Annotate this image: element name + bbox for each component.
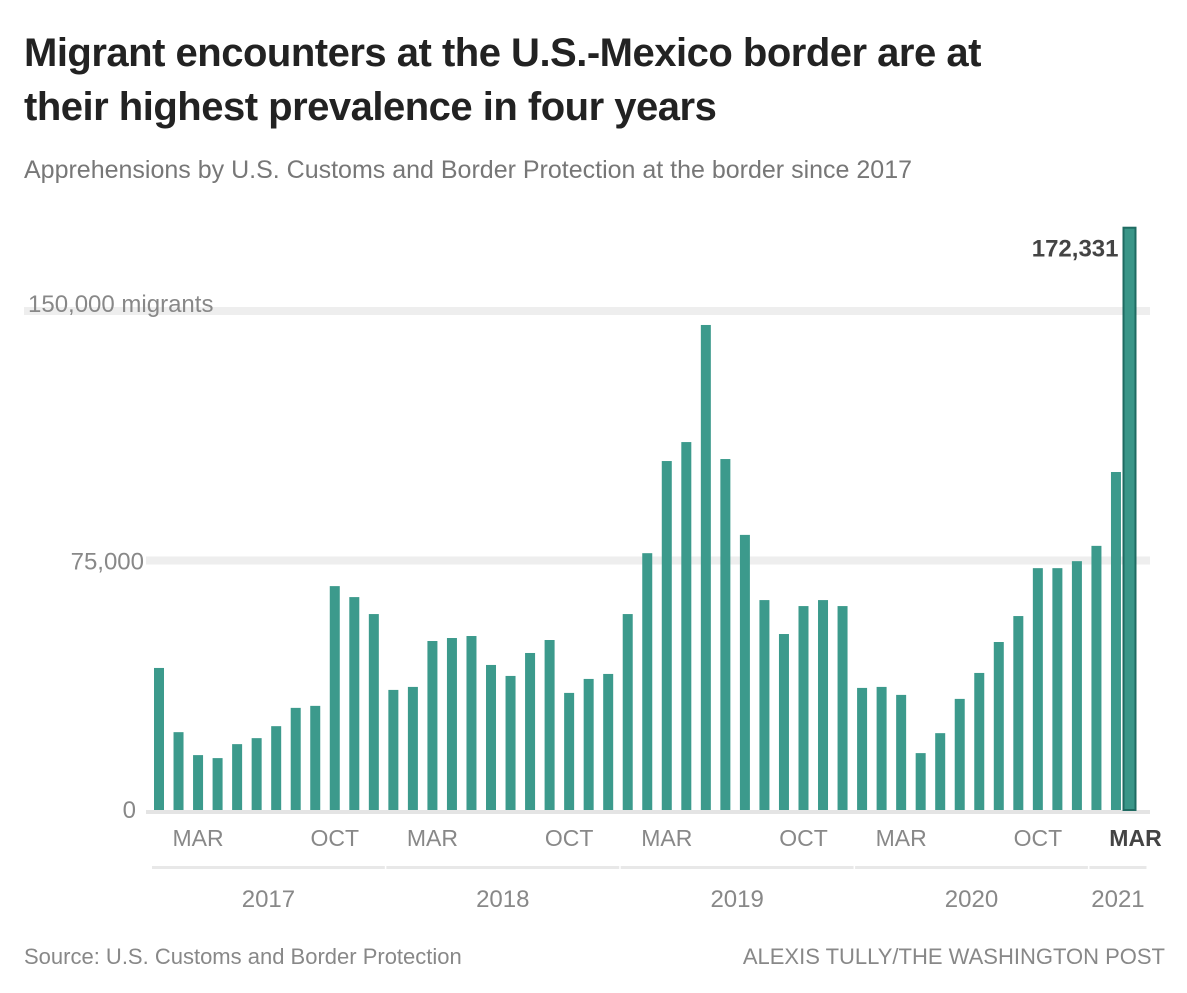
bar — [1013, 616, 1024, 810]
bar — [778, 634, 789, 810]
bar — [290, 707, 301, 810]
year-group-line — [855, 866, 1088, 869]
bar — [759, 600, 770, 810]
bar — [837, 606, 848, 810]
year-label: 2018 — [476, 886, 529, 913]
bar — [876, 686, 887, 810]
gridline — [24, 307, 1150, 315]
bar — [583, 678, 594, 810]
year-label: 2021 — [1091, 886, 1144, 913]
x-axis-year-groups: 2017 2018 2019 2020 2021 — [152, 866, 1147, 913]
source-note: Source: U.S. Customs and Border Protecti… — [24, 944, 462, 969]
bar — [954, 698, 965, 810]
year-group-line — [386, 866, 620, 869]
baseline — [146, 810, 1150, 814]
highlight-value-label: 172,331 — [1032, 236, 1119, 263]
chart-title: Migrant encounters at the U.S.-Mexico bo… — [24, 31, 981, 129]
y-tick-label: 75,000 — [71, 549, 144, 576]
bar — [798, 606, 809, 810]
bar — [1032, 568, 1043, 810]
y-tick-label: 150,000 migrants — [28, 291, 213, 318]
x-tick-label: OCT — [310, 825, 359, 851]
year-label: 2019 — [710, 886, 763, 913]
y-tick-label: 0 — [123, 797, 136, 824]
bar — [915, 753, 926, 810]
bar — [739, 534, 750, 810]
bar — [368, 614, 379, 810]
bar — [564, 692, 575, 810]
bar — [661, 461, 672, 810]
bars — [154, 226, 1137, 811]
bar — [154, 667, 164, 810]
x-tick-label: MAR — [876, 825, 927, 851]
bar — [407, 686, 418, 810]
bar — [271, 726, 282, 810]
bar — [1052, 568, 1063, 810]
bar-highlighted — [1122, 226, 1137, 811]
x-axis-month-labels: MAR OCT MAR OCT MAR OCT MAR OCT MAR — [172, 825, 1162, 851]
bar — [818, 600, 829, 810]
bar — [700, 324, 711, 810]
annotations: 172,331 — [1032, 236, 1119, 263]
bar — [232, 744, 243, 810]
bar — [974, 672, 985, 810]
year-label: 2017 — [242, 886, 295, 913]
bar — [622, 614, 633, 810]
x-tick-label: OCT — [1014, 825, 1063, 851]
bar — [466, 636, 477, 810]
year-label: 2020 — [945, 886, 998, 913]
x-tick-label: MAR — [407, 825, 458, 851]
bar — [896, 694, 907, 810]
bar — [486, 664, 497, 810]
chart-subtitle: Apprehensions by U.S. Customs and Border… — [24, 156, 913, 184]
bar — [310, 705, 321, 810]
bar — [1110, 472, 1121, 810]
bar — [681, 442, 692, 810]
bar — [388, 689, 399, 810]
bar — [544, 640, 555, 810]
bar — [720, 459, 731, 810]
year-group-line — [1089, 866, 1147, 869]
credit-note: alexis tully/the washington post — [742, 944, 1165, 969]
x-tick-label: MAR — [641, 825, 692, 851]
bar — [993, 642, 1004, 810]
bar — [251, 738, 262, 810]
bar — [329, 586, 340, 810]
bar — [505, 675, 516, 810]
x-tick-label: MAR — [172, 825, 223, 851]
year-group-line — [620, 866, 854, 869]
y-axis-labels: 0 75,000 150,000 migrants — [28, 291, 213, 824]
bar — [173, 732, 184, 810]
bar — [1071, 561, 1082, 810]
bar — [935, 733, 946, 810]
bar — [525, 652, 536, 810]
x-tick-label: OCT — [545, 825, 594, 851]
bar — [603, 673, 614, 810]
bar — [446, 638, 457, 810]
x-tick-label: MAR — [1109, 825, 1162, 851]
bar — [212, 758, 223, 810]
x-tick-label: OCT — [779, 825, 828, 851]
bar — [427, 641, 438, 810]
bar — [857, 687, 868, 810]
bar — [349, 597, 360, 810]
bar — [642, 553, 653, 810]
year-group-line — [152, 866, 385, 869]
bar — [193, 755, 204, 810]
bar — [1091, 545, 1102, 810]
